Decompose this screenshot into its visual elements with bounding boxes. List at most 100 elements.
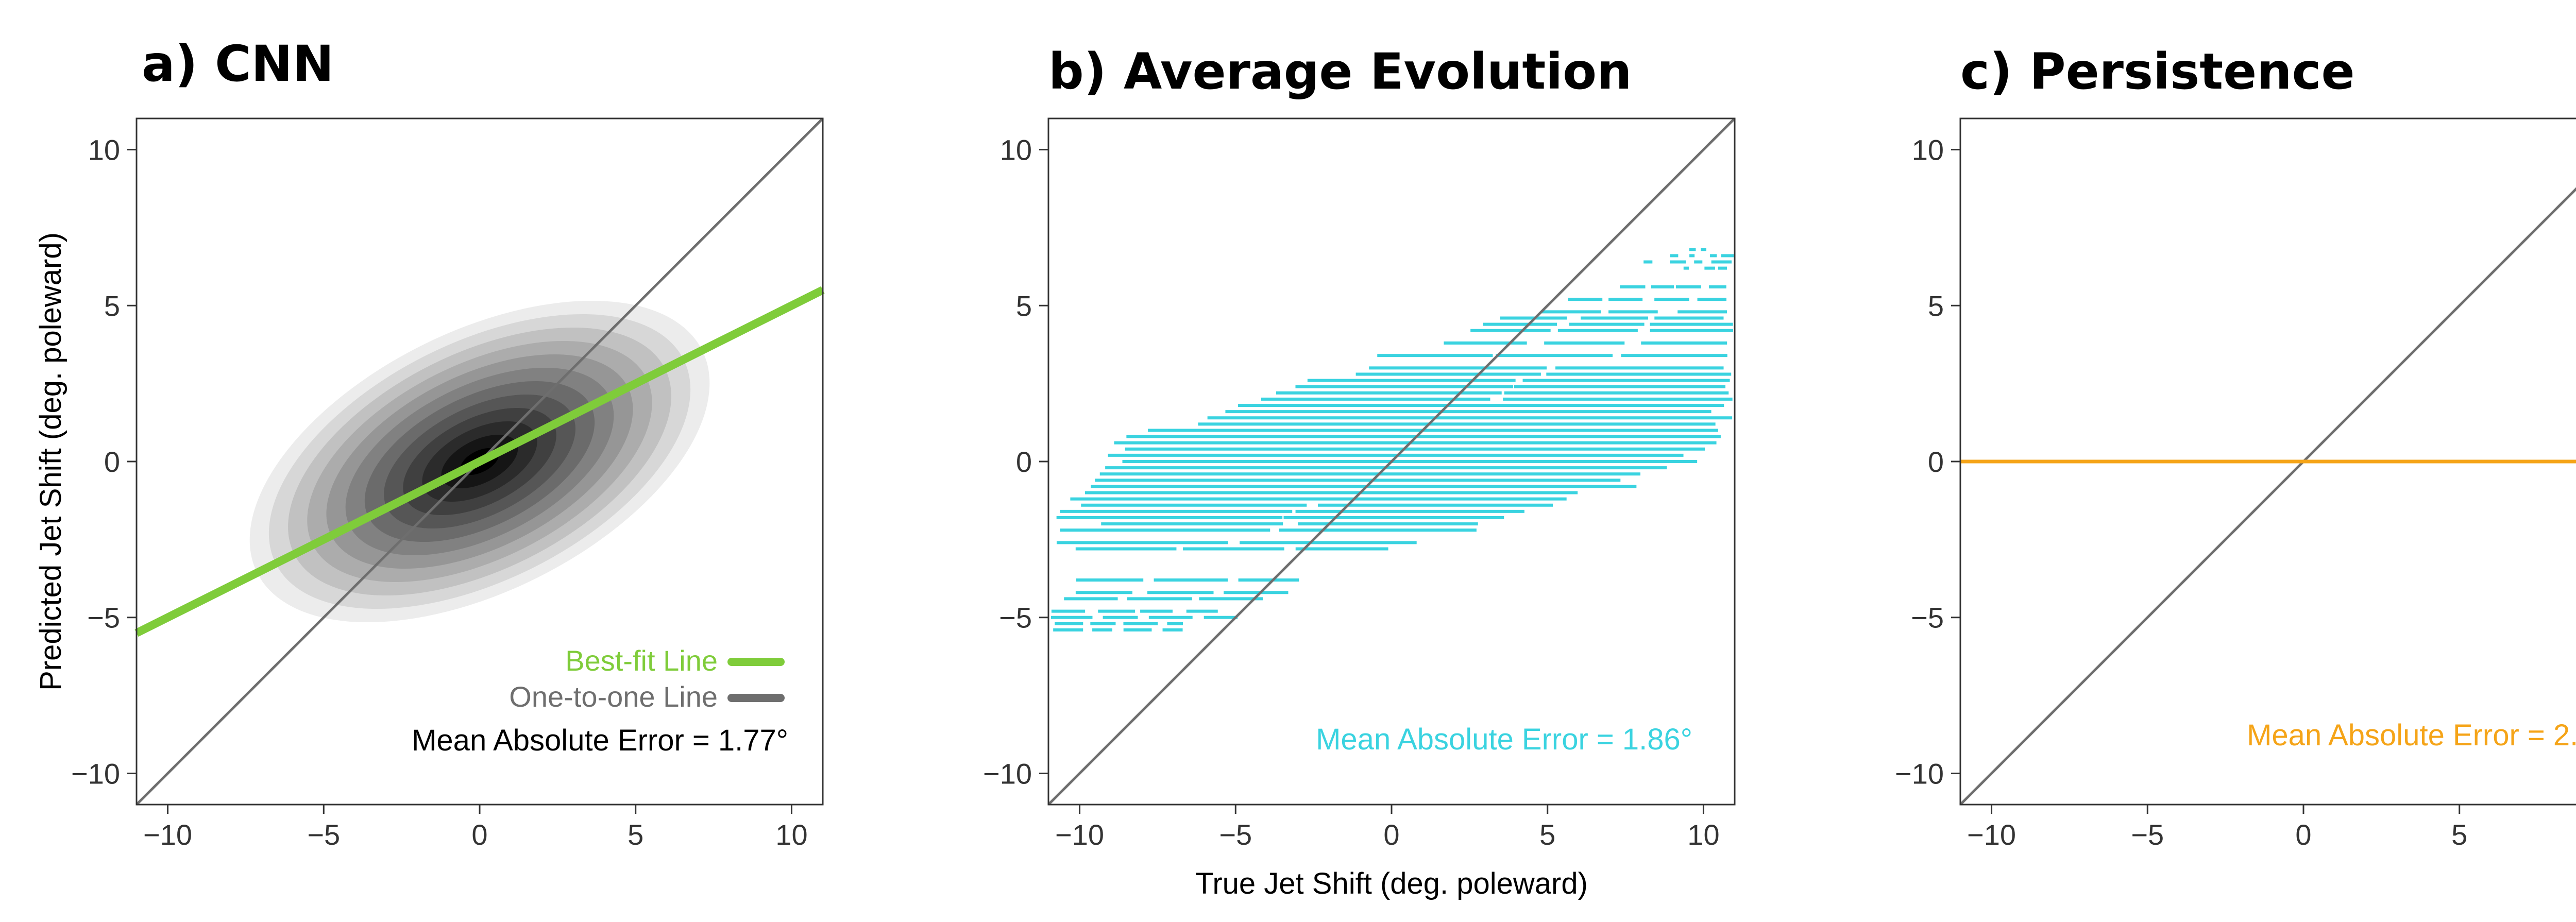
y-tick-label: −5 [1911,602,1944,634]
scatter-point-run [1060,528,1270,532]
scatter-point-run [1503,397,1733,401]
y-tick-label: 5 [104,289,120,322]
scatter-point-run [1162,628,1183,631]
scatter-point-run [1541,310,1601,314]
scatter-point-run [1377,354,1493,357]
scatter-point-run [1704,266,1715,270]
scatter-point-run [1676,285,1701,288]
scatter-point-run [1677,310,1727,314]
y-tick-label: −5 [87,602,120,634]
y-tick-label: 0 [1928,446,1944,478]
x-tick-label: 10 [1687,818,1719,851]
scatter-point-run [1650,329,1733,332]
scatter-point-run [1183,547,1284,551]
scatter-point-run [1084,491,1578,494]
y-axis-label: Predicted Jet Shift (deg. poleward) [34,232,67,691]
scatter-point-run [1621,354,1727,357]
scatter-point-run [1098,609,1136,613]
scatter-point-run [1091,485,1637,488]
scatter-point-run [1076,578,1144,582]
panel-b-yticks: −10 −5 0 5 10 [983,134,1048,790]
scatter-point-run [1123,622,1158,625]
scatter-point-run [1075,547,1177,551]
scatter-point-run [1238,404,1724,407]
y-tick-label: 0 [104,446,120,478]
scatter-point-run [1186,609,1218,613]
x-tick-label: −5 [307,818,340,851]
x-tick-label: −10 [1055,818,1104,851]
scatter-point-run [1568,298,1603,301]
scatter-point-run [1569,322,1645,326]
scatter-point-run [1060,509,1293,513]
scatter-point-run [1207,416,1733,420]
y-tick-label: −5 [999,602,1032,634]
y-tick-label: 10 [1912,134,1944,166]
scatter-point-run [1199,597,1263,601]
scatter-point-run [1108,453,1684,457]
scatter-point-run [1718,266,1727,270]
scatter-point-run [1697,298,1726,301]
scatter-point-run [1064,597,1118,601]
x-tick-label: 5 [1539,818,1555,851]
scatter-point-run [1122,460,1698,463]
panel-b-title: b) Average Evolution [1048,43,1632,100]
legend-one-to-one-label: One-to-one Line [509,680,718,713]
average-evolution-one-to-one-line [1047,117,1736,806]
scatter-point-run [1238,578,1299,582]
y-tick-label: 0 [1016,446,1032,478]
scatter-point-run [1544,341,1625,345]
x-tick-label: 5 [628,818,643,851]
scatter-point-run [1140,609,1173,613]
panel-persistence: c) Persistence −10 −5 0 5 10 −10 −5 0 5 10 Mean … [1895,43,2576,851]
scatter-point-run [1317,503,1553,507]
scatter-point-run [1496,354,1613,357]
scatter-point-run [1470,329,1551,332]
scatter-point-run [1444,341,1527,345]
scatter-point-run [1650,322,1733,326]
cnn-mae-annotation: Mean Absolute Error = 1.77° [412,724,788,757]
panel-cnn: a) CNN −10 −5 0 5 10 −10 −5 0 5 10 Best-fit Line… [71,35,825,851]
scatter-point-run [1608,298,1643,301]
scatter-point-run [1689,254,1695,258]
scatter-point-run [1307,379,1516,382]
scatter-point-run [1261,397,1490,401]
scatter-point-run [1276,391,1502,395]
scatter-point-run [1070,497,1567,501]
y-tick-label: 5 [1016,289,1032,322]
scatter-point-run [1283,516,1504,519]
scatter-point-run [1198,422,1716,426]
scatter-point-run [1148,616,1193,619]
y-tick-label: −10 [983,757,1032,790]
x-tick-label: −10 [143,818,192,851]
scatter-point-run [1504,391,1729,395]
panel-c-title: c) Persistence [1960,43,2355,100]
scatter-point-run [1075,591,1132,594]
scatter-point-run [1099,472,1641,476]
scatter-point-run [1081,503,1307,507]
scatter-point-run [1056,516,1283,519]
x-axis-label: True Jet Shift (deg. poleward) [1195,867,1588,900]
panel-c-yticks: −10 −5 0 5 10 [1895,134,1960,790]
y-tick-label: 10 [88,134,120,166]
scatter-point-run [1683,266,1689,270]
scatter-point-run [1147,591,1214,594]
scatter-point-run [1125,447,1705,451]
scatter-point-run [1670,254,1679,258]
scatter-point-run [1721,254,1734,258]
scatter-point-run [1298,522,1478,526]
scatter-point-run [1654,316,1724,320]
cnn-legend: Best-fit Line One-to-one Line [509,644,785,713]
scatter-point-run [1092,628,1112,631]
scatter-point-run [1090,622,1116,625]
persistence-mae-annotation: Mean Absolute Error = 2.22° [2247,719,2576,752]
scatter-point-run [1295,385,1514,388]
scatter-point-run [1355,372,1541,376]
scatter-point-run [1204,616,1238,619]
x-tick-label: 0 [1383,818,1399,851]
scatter-point-run [1056,541,1228,544]
scatter-point-run [1522,379,1730,382]
scatter-point-run [1689,248,1696,251]
y-tick-label: 5 [1928,289,1944,322]
scatter-point-run [1369,366,1547,370]
